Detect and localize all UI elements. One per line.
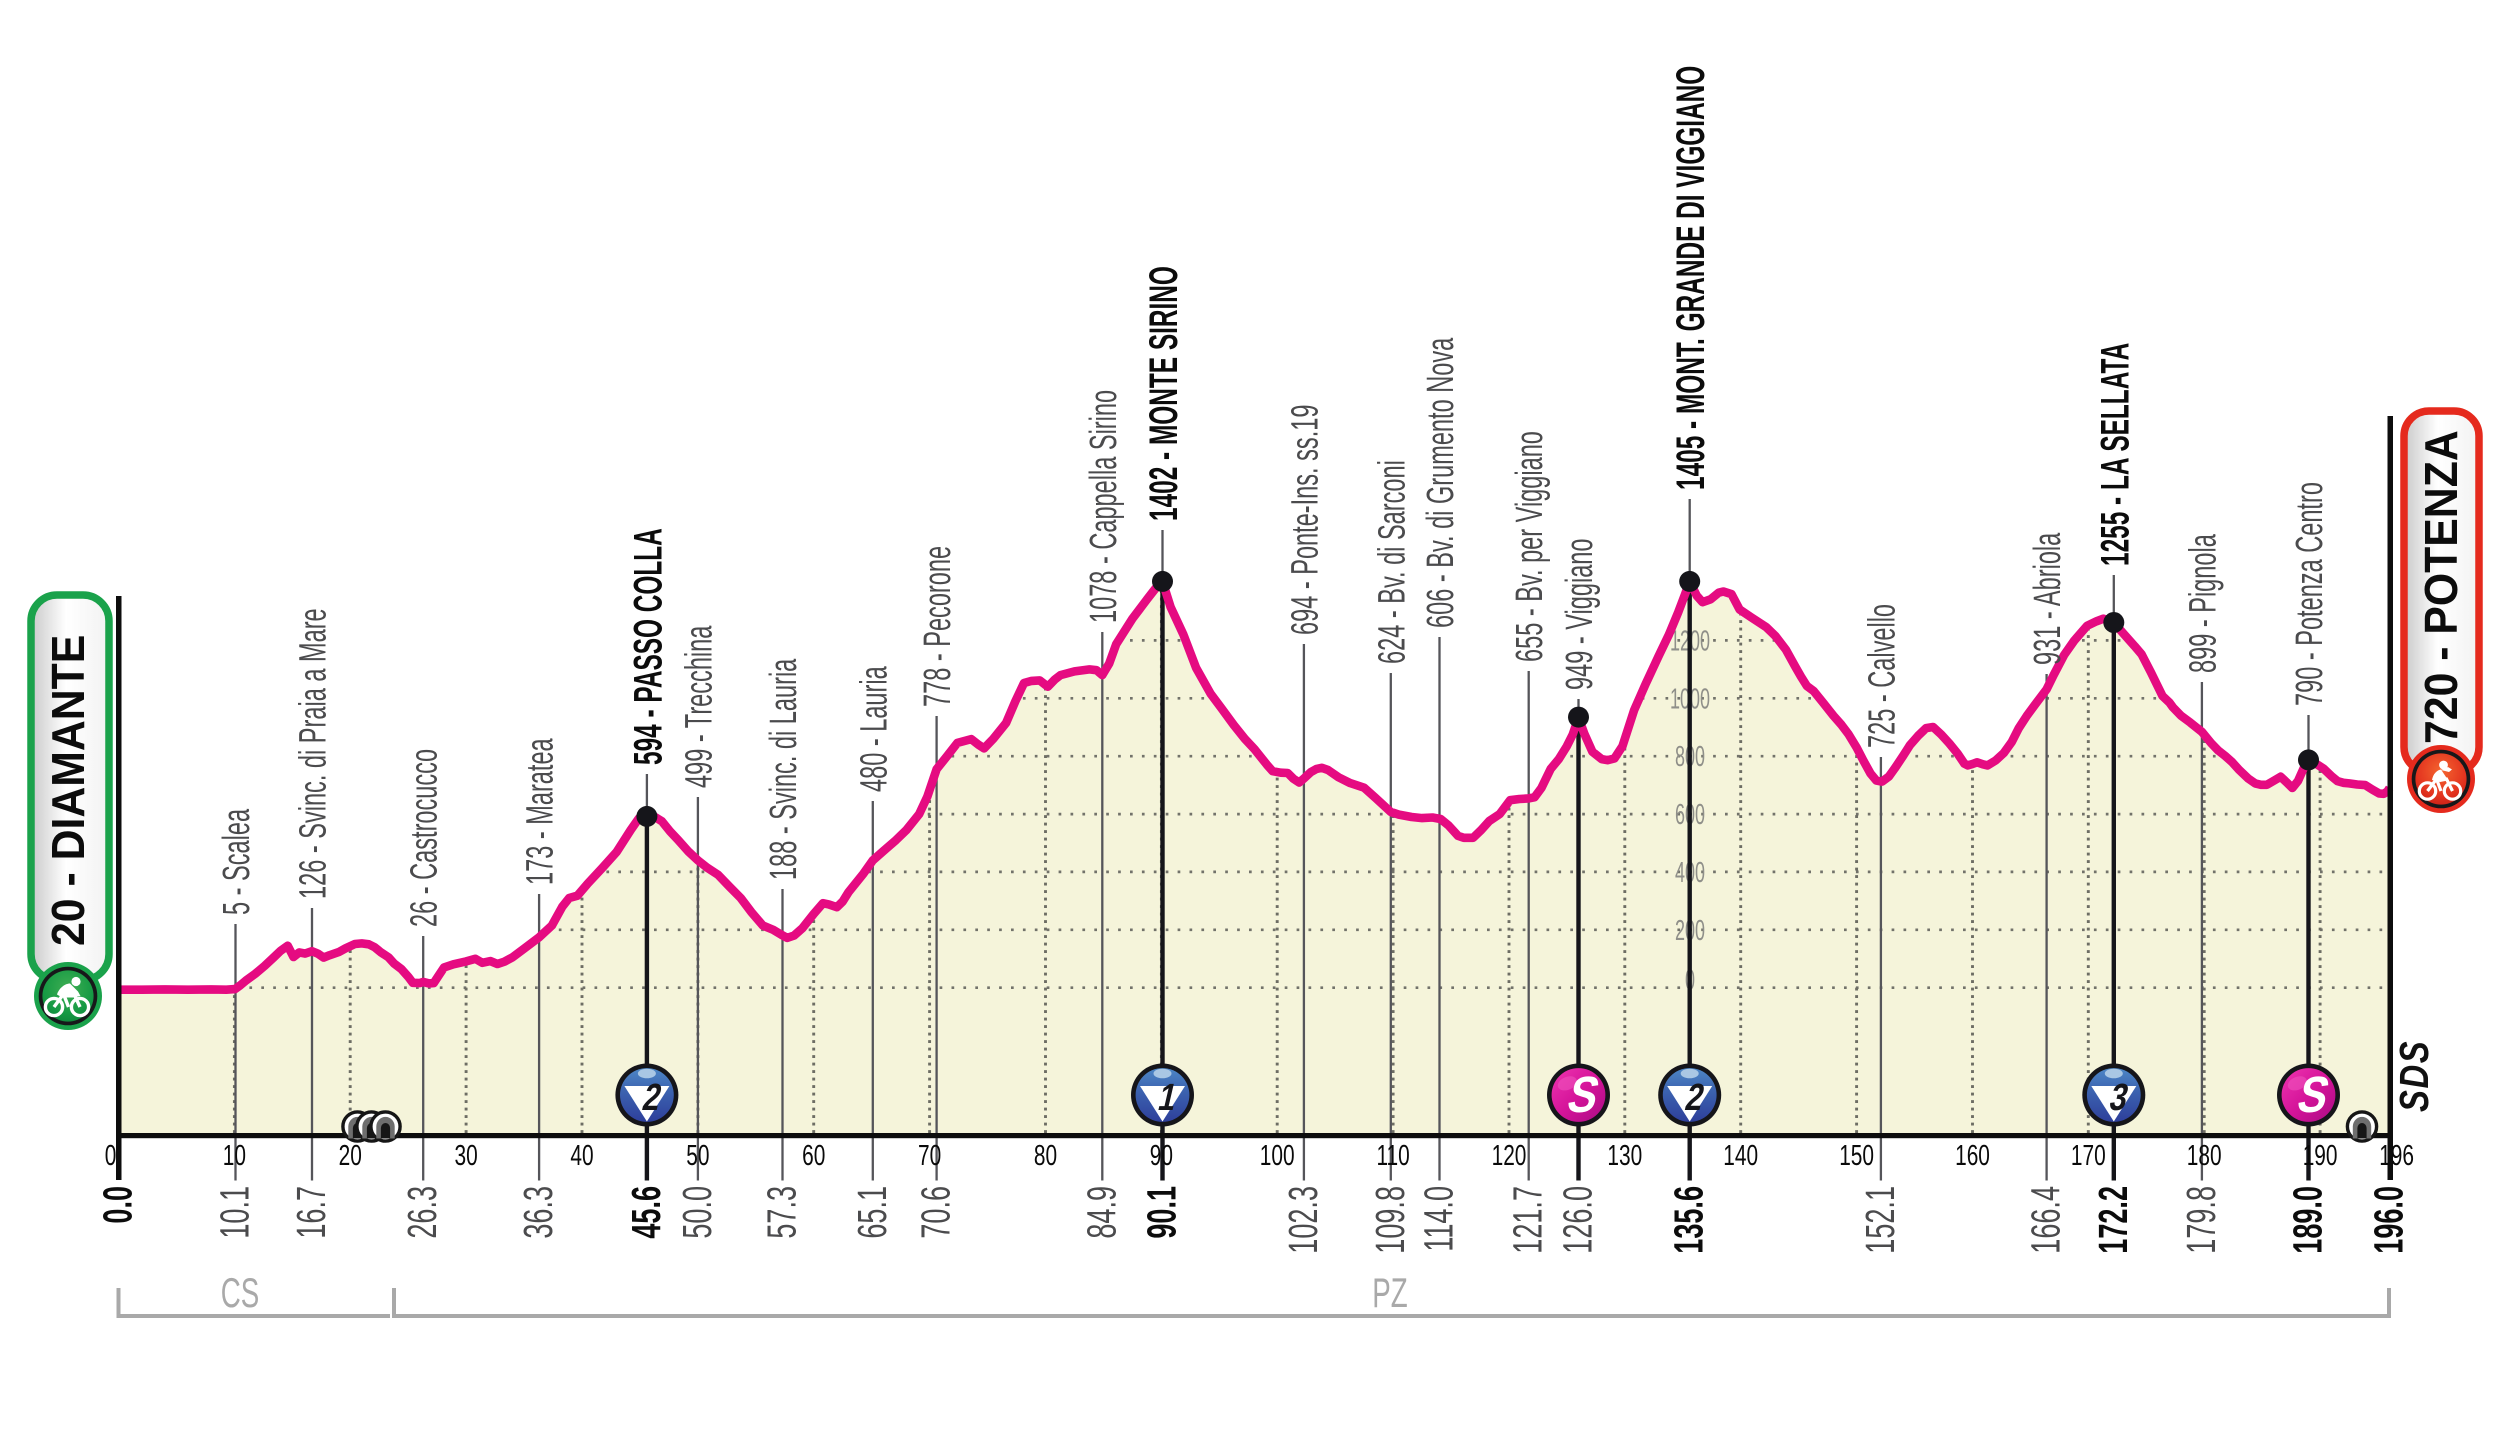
svg-text:126 - Svinc. di Praia a Mare: 126 - Svinc. di Praia a Mare [291,608,334,899]
svg-text:5 - Scalea: 5 - Scalea [214,809,257,915]
svg-text:120: 120 [1492,1140,1527,1172]
svg-text:126.0: 126.0 [1556,1186,1601,1254]
svg-text:20 - DIAMANTE: 20 - DIAMANTE [44,635,95,946]
svg-text:26.3: 26.3 [401,1186,446,1239]
svg-text:179.8: 179.8 [2179,1186,2224,1254]
svg-text:0: 0 [105,1140,117,1172]
svg-text:499 - Trecchina: 499 - Trecchina [677,625,720,788]
svg-text:778 - Pecorone: 778 - Pecorone [915,546,958,707]
svg-text:10.1: 10.1 [213,1186,258,1239]
svg-text:931 - Abriola: 931 - Abriola [2025,532,2068,665]
svg-text:606 - Bv. di Grumento Nova: 606 - Bv. di Grumento Nova [1418,337,1461,628]
svg-text:949 - Viggiano: 949 - Viggiano [1557,539,1600,690]
svg-text:170: 170 [2071,1140,2106,1172]
svg-text:50.0: 50.0 [675,1186,720,1239]
svg-text:1078 - Cappella Sirino: 1078 - Cappella Sirino [1081,390,1124,623]
svg-text:SDS: SDS [2390,1040,2436,1112]
svg-text:PZ: PZ [1372,1269,1407,1316]
svg-text:480 - Lauria: 480 - Lauria [851,666,894,792]
svg-text:30: 30 [454,1140,477,1172]
svg-text:100: 100 [1260,1140,1295,1172]
svg-text:102.3: 102.3 [1281,1186,1326,1254]
svg-text:84.9: 84.9 [1080,1186,1125,1239]
svg-text:36.3: 36.3 [517,1186,562,1239]
svg-text:160: 160 [1955,1140,1990,1172]
svg-text:10: 10 [223,1140,246,1172]
svg-text:594 - PASSO COLLA: 594 - PASSO COLLA [626,528,671,765]
svg-text:121.7: 121.7 [1506,1186,1551,1254]
svg-text:70.6: 70.6 [914,1186,959,1239]
svg-text:725 - Calvello: 725 - Calvello [1860,604,1903,748]
svg-text:80: 80 [1034,1140,1057,1172]
svg-text:1402 - MONTE SIRINO: 1402 - MONTE SIRINO [1142,266,1187,521]
svg-text:790 - Potenza Centro: 790 - Potenza Centro [2287,482,2330,706]
svg-text:CS: CS [221,1269,260,1316]
svg-text:196.0: 196.0 [2367,1186,2412,1254]
svg-text:20: 20 [339,1140,362,1172]
svg-text:189.0: 189.0 [2286,1186,2331,1254]
svg-text:1255 - LA SELLATA: 1255 - LA SELLATA [2093,343,2138,566]
svg-text:114.0: 114.0 [1417,1186,1462,1252]
svg-text:140: 140 [1723,1140,1758,1172]
svg-text:173 - Maratea: 173 - Maratea [518,738,561,885]
svg-text:196: 196 [2379,1140,2414,1172]
svg-text:40: 40 [570,1140,593,1172]
svg-text:720 - POTENZA: 720 - POTENZA [2417,430,2468,744]
svg-text:70: 70 [918,1140,941,1172]
svg-text:655 - Bv. per Viggiano: 655 - Bv. per Viggiano [1507,431,1550,662]
svg-text:60: 60 [802,1140,825,1172]
svg-text:624 - Bv. di Sarconi: 624 - Bv. di Sarconi [1369,460,1412,664]
svg-text:16.7: 16.7 [290,1186,335,1239]
svg-text:110: 110 [1376,1140,1409,1172]
svg-text:65.1: 65.1 [850,1186,895,1239]
svg-text:90: 90 [1150,1140,1173,1172]
svg-text:90.1: 90.1 [1140,1186,1185,1239]
svg-text:45.6: 45.6 [624,1186,669,1239]
svg-text:0.0: 0.0 [96,1186,141,1224]
svg-text:130: 130 [1607,1140,1642,1172]
svg-text:152.1: 152.1 [1858,1186,1903,1254]
svg-text:899 - Pignola: 899 - Pignola [2181,534,2224,673]
svg-text:166.4: 166.4 [2024,1186,2069,1254]
svg-text:26 - Castrocucco: 26 - Castrocucco [402,749,445,927]
svg-text:172.2: 172.2 [2091,1186,2136,1254]
svg-text:180: 180 [2187,1140,2222,1172]
svg-text:190: 190 [2303,1140,2338,1172]
svg-text:1405 - MONT. GRANDE DI VIGGIAN: 1405 - MONT. GRANDE DI VIGGIANO [1669,66,1714,490]
svg-text:109.8: 109.8 [1368,1186,1413,1254]
svg-text:694 - Ponte-Ins. ss.19: 694 - Ponte-Ins. ss.19 [1283,405,1326,635]
svg-text:50: 50 [686,1140,709,1172]
svg-text:135.6: 135.6 [1667,1186,1712,1254]
svg-text:57.3: 57.3 [760,1186,805,1239]
svg-text:150: 150 [1839,1140,1874,1172]
svg-text:188 - Svinc. di Lauria: 188 - Svinc. di Lauria [761,658,804,880]
